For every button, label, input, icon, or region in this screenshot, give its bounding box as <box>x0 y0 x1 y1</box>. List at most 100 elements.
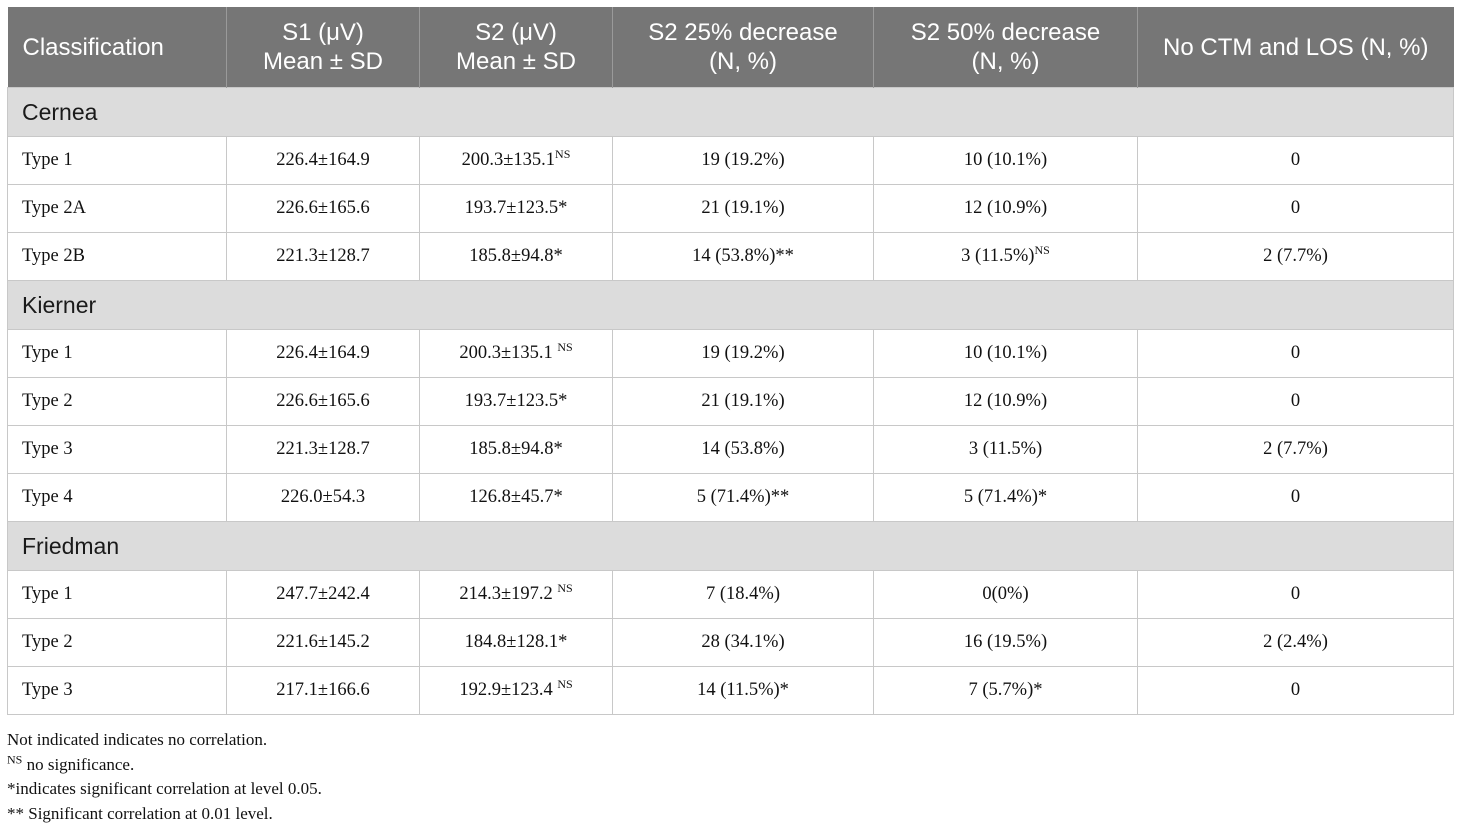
decrease-25-cell-value: 14 (53.8%) <box>701 439 785 459</box>
decrease-25-cell-value: 19 (19.2%) <box>701 343 785 363</box>
type-cell: Type 4 <box>7 473 227 522</box>
decrease-50-cell: 7 (5.7%)* <box>873 666 1138 715</box>
s1-cell-value: 226.4±164.9 <box>276 150 370 170</box>
header-classification: Classification <box>7 7 227 88</box>
decrease-25-cell: 21 (19.1%) <box>612 377 874 426</box>
s1-cell: 221.3±128.7 <box>226 425 420 474</box>
s1-cell: 217.1±166.6 <box>226 666 420 715</box>
decrease-50-cell: 12 (10.9%) <box>873 184 1138 233</box>
footnote: NS no significance. <box>7 753 322 778</box>
s1-cell-value: 247.7±242.4 <box>276 584 370 604</box>
footnote: Not indicated indicates no correlation. <box>7 728 322 753</box>
decrease-25-cell: 21 (19.1%) <box>612 184 874 233</box>
type-cell-value: Type 2A <box>22 198 86 218</box>
decrease-50-cell-value: 3 (11.5%) <box>968 439 1043 459</box>
no-ctm-los-cell-value: 0 <box>1290 198 1301 218</box>
s1-cell-value: 226.6±165.6 <box>276 391 370 411</box>
s1-cell: 221.6±145.2 <box>226 618 420 667</box>
no-ctm-los-cell: 2 (7.7%) <box>1137 232 1454 281</box>
s1-cell: 226.6±165.6 <box>226 184 420 233</box>
decrease-25-cell: 7 (18.4%) <box>612 570 874 619</box>
header-s2-25-decrease: S2 25% decrease (N, %) <box>612 7 874 88</box>
s2-cell: 193.7±123.5* <box>419 184 613 233</box>
type-cell: Type 2 <box>7 377 227 426</box>
group-label: Cernea <box>7 87 1454 137</box>
s2-cell: 214.3±197.2 NS <box>419 570 613 619</box>
s2-cell-value: 214.3±197.2 <box>459 584 558 604</box>
footnote-text: Not indicated indicates no correlation. <box>7 730 268 749</box>
s2-cell: 185.8±94.8* <box>419 232 613 281</box>
s1-cell: 226.0±54.3 <box>226 473 420 522</box>
s2-cell-value: 192.9±123.4 <box>459 680 558 700</box>
s1-cell-value: 226.6±165.6 <box>276 198 370 218</box>
decrease-50-cell: 3 (11.5%) <box>873 425 1138 474</box>
decrease-50-cell-value: 7 (5.7%)* <box>968 680 1043 700</box>
type-cell-value: Type 1 <box>22 584 73 604</box>
type-cell-value: Type 3 <box>22 439 73 459</box>
footnotes: Not indicated indicates no correlation. N… <box>7 728 322 826</box>
results-table: Classification S1 (μV) Mean ± SD S2 (μV) M… <box>7 7 1454 715</box>
s1-cell-value: 221.3±128.7 <box>276 246 370 266</box>
s2-cell-value: 200.3±135.1 <box>459 343 558 363</box>
type-cell: Type 2A <box>7 184 227 233</box>
no-ctm-los-cell-value: 0 <box>1290 680 1301 700</box>
significance-superscript: NS <box>555 146 571 161</box>
footnote-text: *indicates significant correlation at le… <box>7 779 322 798</box>
s1-cell: 226.4±164.9 <box>226 329 420 378</box>
group-row: Friedman <box>7 521 1454 571</box>
group-row: Kierner <box>7 280 1454 330</box>
no-ctm-los-cell-value: 0 <box>1290 584 1301 604</box>
decrease-25-cell-value: 19 (19.2%) <box>701 150 785 170</box>
group-label: Friedman <box>7 521 1454 571</box>
no-ctm-los-cell-value: 0 <box>1290 391 1301 411</box>
decrease-50-cell-value: 16 (19.5%) <box>963 632 1048 652</box>
header-s1: S1 (μV) Mean ± SD <box>226 7 420 88</box>
footnote: *indicates significant correlation at le… <box>7 777 322 802</box>
decrease-25-cell: 14 (11.5%)* <box>612 666 874 715</box>
no-ctm-los-cell-value: 0 <box>1290 150 1301 170</box>
s2-cell: 193.7±123.5* <box>419 377 613 426</box>
s2-cell: 126.8±45.7* <box>419 473 613 522</box>
type-cell: Type 1 <box>7 570 227 619</box>
decrease-50-cell: 16 (19.5%) <box>873 618 1138 667</box>
type-cell-value: Type 2 <box>22 391 73 411</box>
s2-cell: 184.8±128.1* <box>419 618 613 667</box>
s1-cell: 221.3±128.7 <box>226 232 420 281</box>
table-row: Type 3 221.3±128.7 185.8±94.8* 14 (53.8%) 3 … <box>7 425 1454 474</box>
group-row: Cernea <box>7 87 1454 137</box>
decrease-50-cell-value: 12 (10.9%) <box>963 391 1048 411</box>
type-cell: Type 3 <box>7 425 227 474</box>
type-cell-value: Type 3 <box>22 680 73 700</box>
decrease-25-cell: 28 (34.1%) <box>612 618 874 667</box>
decrease-25-cell-value: 21 (19.1%) <box>701 198 785 218</box>
no-ctm-los-cell: 0 <box>1137 184 1454 233</box>
no-ctm-los-cell-value: 2 (2.4%) <box>1263 632 1328 652</box>
footnote-text: ** Significant correlation at 0.01 level… <box>7 803 273 823</box>
table-row: Type 1 226.4±164.9 200.3±135.1 NS 19 (19.2%… <box>7 329 1454 378</box>
s2-cell: 200.3±135.1 NS <box>419 329 613 378</box>
s1-cell: 226.4±164.9 <box>226 136 420 185</box>
decrease-50-cell-value: 10 (10.1%) <box>963 343 1048 363</box>
type-cell: Type 1 <box>7 136 227 185</box>
no-ctm-los-cell: 0 <box>1137 329 1454 378</box>
s1-cell-value: 217.1±166.6 <box>276 680 370 700</box>
decrease-50-cell-value: 0(0%) <box>982 584 1029 604</box>
no-ctm-los-cell: 0 <box>1137 570 1454 619</box>
header-s2-50-decrease: S2 50% decrease (N, %) <box>873 7 1138 88</box>
decrease-25-cell: 19 (19.2%) <box>612 329 874 378</box>
no-ctm-los-cell: 0 <box>1137 136 1454 185</box>
s2-cell-value: 126.8±45.7* <box>469 487 563 507</box>
significance-superscript: NS <box>557 339 573 354</box>
table-row: Type 1 226.4±164.9 200.3±135.1NS 19 (19.2%)… <box>7 136 1454 185</box>
type-cell-value: Type 2B <box>22 246 85 266</box>
s1-cell-value: 221.3±128.7 <box>276 439 370 459</box>
decrease-50-cell: 10 (10.1%) <box>873 136 1138 185</box>
s1-cell-value: 226.0±54.3 <box>280 487 366 507</box>
significance-superscript: NS <box>557 676 573 691</box>
type-cell-value: Type 1 <box>22 150 73 170</box>
decrease-25-cell-value: 28 (34.1%) <box>701 632 785 652</box>
table-row: Type 2 221.6±145.2 184.8±128.1* 28 (34.1%) 1… <box>7 618 1454 667</box>
decrease-50-cell-value: 12 (10.9%) <box>963 198 1048 218</box>
type-cell: Type 1 <box>7 329 227 378</box>
table-row: Type 2A 226.6±165.6 193.7±123.5* 21 (19.1%)… <box>7 184 1454 233</box>
